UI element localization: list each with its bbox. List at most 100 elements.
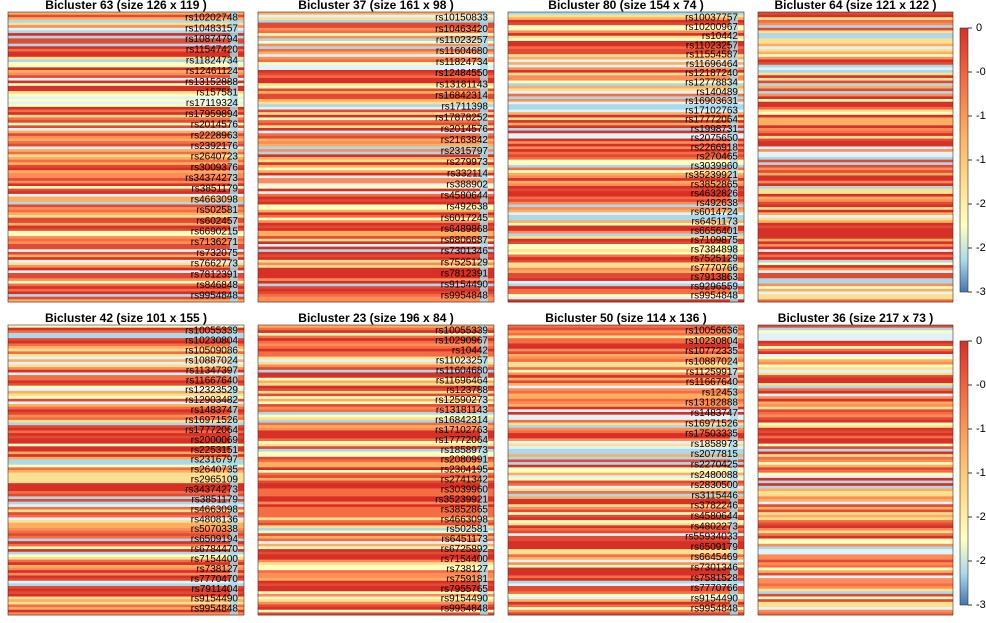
heatmap-stripe	[258, 354, 494, 358]
heatmap-stripe	[508, 385, 744, 389]
heatmap-stripe	[758, 201, 953, 205]
heatmap-stripe	[8, 244, 244, 248]
heatmap-stripe	[758, 12, 953, 16]
heatmap-stripe	[258, 361, 494, 365]
heatmap-stripe	[508, 288, 744, 292]
heatmap-stripe	[508, 601, 744, 605]
heatmap-stripe	[8, 499, 244, 503]
heatmap-stripe	[508, 493, 744, 497]
heatmap-stripe	[758, 93, 953, 97]
row-label: rs1483747	[691, 408, 739, 419]
heatmap-stripe	[258, 204, 494, 208]
heatmap-stripe	[258, 541, 494, 545]
heatmap-stripe	[258, 159, 494, 163]
heatmap-stripe	[758, 283, 953, 287]
heatmap-stripe	[508, 56, 744, 60]
panel-title: Bicluster 37 (size 161 x 98 )	[298, 0, 453, 12]
heatmap-stripe	[8, 85, 244, 89]
heatmap-stripe	[8, 462, 244, 466]
row-label: rs11667640	[686, 377, 739, 388]
heatmap-stripe	[758, 275, 953, 279]
heatmap-stripe	[8, 332, 244, 336]
heatmap-stripe	[258, 572, 494, 576]
heatmap-stripe	[258, 390, 494, 394]
row-label: rs13181143	[436, 405, 489, 416]
row-label: rs2266918	[691, 142, 739, 153]
heatmap-stripe	[508, 201, 744, 205]
heatmap-stripe	[758, 157, 953, 161]
heatmap-stripe	[8, 270, 244, 274]
heatmap-stripe	[508, 59, 744, 63]
heatmap-stripe	[258, 491, 494, 495]
heatmap-stripe	[8, 451, 244, 455]
heatmap-stripe	[758, 483, 953, 487]
heatmap-stripe	[508, 43, 744, 47]
heatmap-stripe	[8, 186, 244, 190]
heatmap-stripe	[508, 35, 744, 39]
heatmap-stripe	[258, 88, 494, 92]
heatmap-stripe	[8, 180, 244, 184]
heatmap-stripe	[758, 496, 953, 500]
heatmap-stripe	[8, 246, 244, 250]
row-label: rs4632826	[691, 189, 739, 200]
heatmap-stripe	[8, 417, 244, 421]
heatmap-stripe	[8, 525, 244, 529]
heatmap-stripe	[758, 578, 953, 582]
heatmap-stripe	[258, 254, 494, 258]
heatmap-stripe	[258, 340, 494, 344]
heatmap-stripe	[8, 67, 244, 71]
heatmap-stripe	[508, 225, 744, 229]
heatmap-stripe	[758, 504, 953, 508]
row-label: rs6784470	[191, 544, 239, 555]
heatmap-stripe	[258, 596, 494, 600]
heatmap-stripe	[258, 83, 494, 87]
heatmap-stripe	[8, 477, 244, 481]
heatmap-stripe	[8, 612, 244, 616]
row-label: rs11604680	[436, 46, 489, 57]
heatmap-stripe	[508, 354, 744, 358]
heatmap-stripe	[508, 562, 744, 566]
row-label: rs2304195	[441, 465, 489, 476]
heatmap-stripe	[508, 294, 744, 298]
row-label: rs7581528	[691, 573, 739, 584]
row-label: rs10483157	[185, 23, 238, 34]
heatmap-stripe	[758, 96, 953, 100]
heatmap-stripe	[508, 241, 744, 245]
heatmap-stripe	[508, 375, 744, 379]
heatmap-stripe	[508, 178, 744, 182]
heatmap-stripe	[508, 459, 744, 463]
heatmap-stripe	[758, 520, 953, 524]
row-label: rs6806687	[441, 235, 489, 246]
heatmap-stripe	[758, 327, 953, 331]
panel-title: Bicluster 63 (size 126 x 119 )	[45, 0, 206, 12]
heatmap-stripe	[758, 567, 953, 571]
row-label: rs11023257	[436, 355, 489, 366]
heatmap-stripe	[758, 236, 953, 240]
heatmap-stripe	[508, 325, 744, 329]
heatmap-stripe	[508, 409, 744, 413]
heatmap-stripe	[758, 427, 953, 431]
heatmap-stripe	[8, 191, 244, 195]
highlight-column	[230, 12, 238, 302]
row-label: rs502581	[196, 205, 238, 216]
heatmap-stripe	[8, 70, 244, 74]
heatmap-stripe	[258, 325, 494, 329]
highlight-column	[730, 12, 738, 302]
heatmap-stripe	[508, 186, 744, 190]
heatmap-stripe	[758, 122, 953, 126]
heatmap-stripe	[758, 280, 953, 284]
heatmap-stripe	[758, 475, 953, 479]
heatmap-stripe	[258, 207, 494, 211]
heatmap-stripe	[508, 406, 744, 410]
heatmap-stripe	[758, 414, 953, 418]
heatmap-stripe	[758, 299, 953, 303]
heatmap-stripe	[758, 75, 953, 79]
row-label: rs2480088	[691, 470, 739, 481]
highlight-column	[480, 12, 488, 302]
heatmap-stripe	[258, 186, 494, 190]
heatmap-stripe	[758, 41, 953, 45]
heatmap-stripe	[258, 25, 494, 29]
heatmap-stripe	[258, 332, 494, 336]
heatmap-stripe	[8, 456, 244, 460]
heatmap-stripe	[8, 35, 244, 39]
